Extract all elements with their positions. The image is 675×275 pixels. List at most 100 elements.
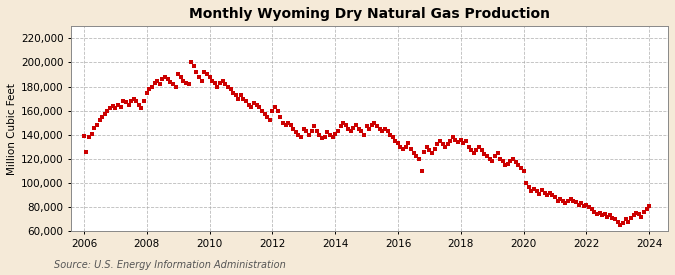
Point [615, 223, 626, 227]
Point [489, 154, 500, 159]
Point [602, 214, 613, 219]
Point [188, 64, 199, 68]
Point [400, 145, 411, 149]
Point [641, 207, 652, 212]
Point [332, 129, 343, 133]
Point [186, 60, 196, 65]
Point [230, 93, 241, 97]
Point [563, 199, 574, 203]
Point [202, 72, 213, 77]
Point [385, 133, 396, 137]
Point [173, 72, 184, 77]
Point [390, 139, 401, 143]
Point [539, 190, 550, 195]
Point [411, 154, 422, 159]
Point [500, 163, 511, 167]
Point [639, 210, 649, 214]
Point [126, 99, 136, 103]
Point [204, 75, 215, 79]
Point [123, 102, 134, 107]
Point [477, 148, 487, 153]
Point [432, 142, 443, 147]
Point [233, 97, 244, 101]
Point [358, 133, 369, 137]
Point [623, 219, 634, 224]
Point [474, 145, 485, 149]
Point [570, 200, 581, 204]
Point [497, 159, 508, 163]
Point [167, 82, 178, 86]
Point [92, 123, 103, 127]
Point [212, 84, 223, 89]
Point [633, 212, 644, 216]
Point [599, 212, 610, 216]
Point [508, 157, 518, 161]
Point [120, 100, 131, 104]
Point [403, 141, 414, 145]
Point [78, 134, 89, 138]
Point [560, 201, 571, 206]
Point [356, 129, 367, 133]
Point [526, 189, 537, 194]
Point [461, 139, 472, 143]
Point [573, 202, 584, 207]
Point [314, 133, 325, 137]
Point [340, 123, 351, 127]
Point [581, 202, 592, 207]
Point [466, 148, 477, 153]
Point [583, 205, 594, 209]
Point [296, 135, 306, 139]
Point [594, 211, 605, 215]
Point [364, 126, 375, 131]
Point [308, 124, 319, 128]
Point [479, 152, 490, 156]
Point [510, 160, 521, 165]
Point [534, 192, 545, 196]
Point [89, 125, 100, 130]
Point [176, 75, 186, 79]
Point [102, 108, 113, 113]
Point [306, 129, 317, 133]
Point [277, 120, 288, 125]
Point [181, 81, 192, 85]
Point [346, 129, 356, 133]
Point [578, 204, 589, 208]
Point [513, 163, 524, 167]
Point [620, 217, 631, 221]
Point [105, 106, 115, 111]
Text: Source: U.S. Energy Information Administration: Source: U.S. Energy Information Administ… [54, 260, 286, 270]
Y-axis label: Million Cubic Feet: Million Cubic Feet [7, 83, 17, 175]
Point [468, 151, 479, 155]
Point [191, 70, 202, 74]
Point [152, 78, 163, 83]
Point [492, 151, 503, 155]
Point [424, 148, 435, 153]
Point [434, 139, 445, 143]
Point [576, 201, 587, 206]
Point [222, 84, 233, 89]
Point [136, 106, 146, 111]
Point [549, 195, 560, 200]
Point [450, 138, 461, 142]
Point [84, 135, 95, 139]
Point [256, 108, 267, 113]
Point [265, 118, 275, 122]
Point [565, 196, 576, 201]
Point [163, 77, 173, 81]
Point [531, 189, 542, 194]
Point [141, 90, 152, 95]
Point [495, 157, 506, 161]
Point [159, 75, 170, 79]
Point [414, 157, 425, 161]
Point [194, 75, 205, 79]
Point [406, 147, 416, 152]
Point [275, 114, 286, 119]
Point [322, 130, 333, 134]
Point [149, 81, 160, 85]
Point [597, 213, 608, 218]
Point [529, 187, 539, 191]
Point [429, 147, 440, 152]
Point [272, 108, 283, 113]
Point [134, 102, 144, 107]
Point [338, 120, 348, 125]
